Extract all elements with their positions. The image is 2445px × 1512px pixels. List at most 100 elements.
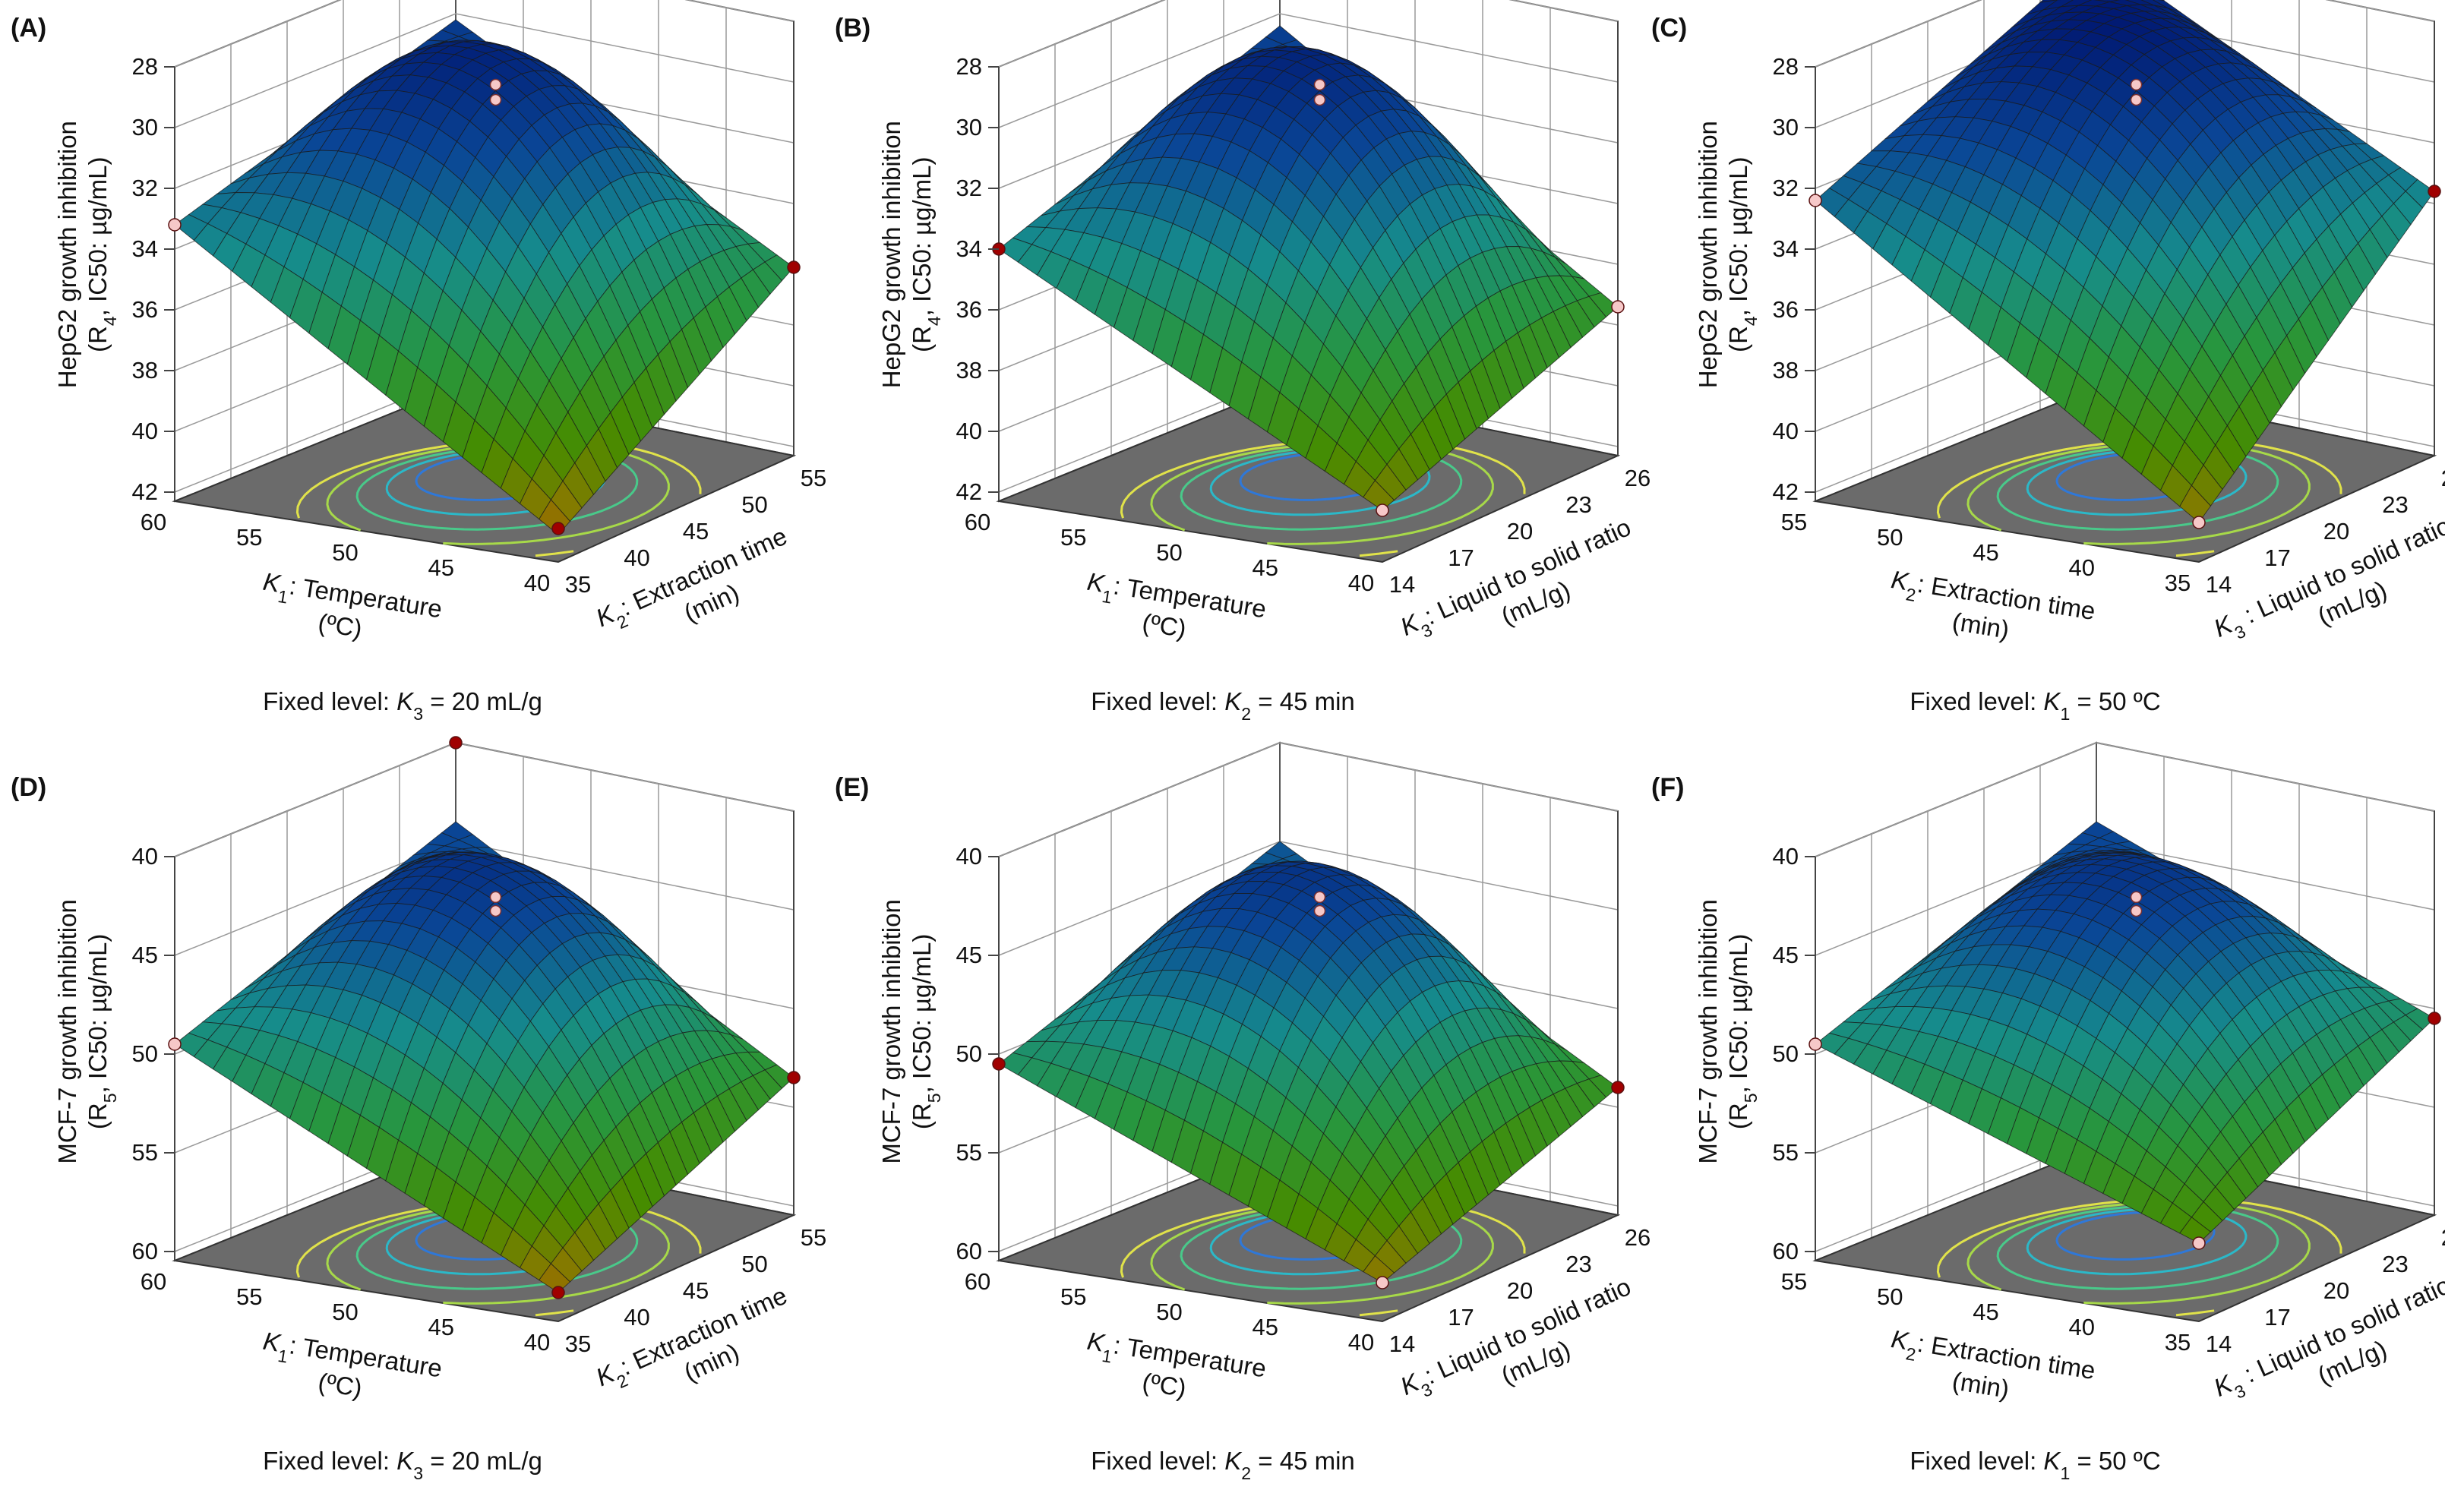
- y-tick-label: 35: [565, 1330, 591, 1357]
- x-tick-label: 50: [1877, 524, 1903, 551]
- z-tick-label: 34: [1773, 235, 1799, 262]
- box-edges: [1815, 21, 2435, 501]
- contour-line: [1966, 1201, 2311, 1305]
- wall-gridline: [1815, 0, 2435, 68]
- z-tick-label: 40: [956, 418, 982, 444]
- y-tick-label: 50: [741, 491, 767, 518]
- x-axis: 60 55 50 45 40: [965, 509, 1374, 596]
- z-tick-label: 40: [1773, 843, 1799, 870]
- y-tick-label: 50: [741, 1251, 767, 1277]
- design-point: [1313, 891, 1326, 904]
- z-axis-title: HepG2 growth inhibition: [53, 121, 81, 388]
- x-tick-label: 55: [1781, 509, 1807, 535]
- response-surface: [1815, 821, 2435, 1244]
- design-point: [787, 1071, 801, 1084]
- box-edges: [174, 21, 794, 501]
- design-point: [787, 260, 801, 274]
- panel-label: (F): [1651, 773, 1684, 802]
- z-tick-label: 32: [1773, 175, 1799, 201]
- fixed-level-caption: Fixed level: K2 = 45 min: [1091, 1447, 1355, 1483]
- design-point: [489, 904, 502, 917]
- response-surface: [174, 19, 794, 535]
- design-point: [489, 93, 502, 106]
- panel-label: (D): [11, 773, 46, 802]
- z-tick-label: 55: [1773, 1139, 1799, 1166]
- x-axis-label: K2: Extraction time(min): [1889, 1324, 2097, 1403]
- y-tick-label: 14: [2206, 571, 2232, 598]
- x-axis: 55 50 45 40 35: [1781, 1268, 2191, 1356]
- design-point: [2428, 1012, 2441, 1025]
- z-axis-title: MCF-7 growth inhibition: [53, 899, 81, 1163]
- z-tick-label: 45: [956, 942, 982, 968]
- y-tick-label: 26: [2441, 465, 2445, 491]
- y-axis: 14 17 20 23 26: [2206, 1224, 2445, 1357]
- x-tick-label: 55: [236, 1283, 262, 1310]
- panel-label: (B): [835, 14, 870, 43]
- x-tick-label: 40: [524, 570, 550, 596]
- z-tick-label: 60: [1773, 1238, 1799, 1264]
- y-tick-label: 40: [624, 545, 649, 571]
- y-tick-label: 17: [2264, 545, 2290, 571]
- z-tick-label: 40: [956, 843, 982, 870]
- chart-panel-E: 40 45 50 55 60 MCF-7 growth inhibition (R5, IC…: [835, 741, 1651, 1483]
- design-point: [1808, 1037, 1822, 1051]
- z-tick-label: 32: [956, 175, 982, 201]
- x-axis-label: K1: Temperature(ºC): [1085, 567, 1268, 643]
- x-tick-label: 55: [1781, 1268, 1807, 1295]
- z-axis-label: HepG2 growth inhibition (R4, IC50: µg/mL): [877, 121, 944, 388]
- design-point: [2192, 1236, 2206, 1250]
- response-surface: [998, 25, 1619, 511]
- y-axis: 14 17 20 23 26: [1389, 1224, 1651, 1357]
- design-points: [168, 736, 801, 1299]
- z-axis: 28 30 32 34 36 38 40 42: [956, 53, 999, 505]
- design-points: [168, 78, 801, 535]
- z-axis-label: MCF-7 growth inhibition (R5, IC50: µg/mL): [877, 899, 944, 1163]
- x-tick-label: 55: [1060, 524, 1086, 551]
- x-tick-label: 55: [236, 524, 262, 551]
- z-tick-label: 28: [956, 53, 982, 80]
- x-axis: 60 55 50 45 40: [965, 1268, 1374, 1356]
- z-axis-subtitle: (R4, IC50: µg/mL): [1724, 156, 1761, 352]
- z-axis-subtitle: (R4, IC50: µg/mL): [84, 156, 120, 352]
- response-surface: [998, 841, 1619, 1283]
- z-tick-label: 28: [132, 53, 158, 80]
- design-points: [992, 891, 1625, 1289]
- fixed-level-caption: Fixed level: K2 = 45 min: [1091, 687, 1355, 724]
- x-tick-label: 55: [1060, 1283, 1086, 1310]
- y-tick-label: 20: [2323, 1277, 2349, 1304]
- y-tick-label: 55: [801, 1224, 826, 1251]
- design-point: [551, 1286, 565, 1299]
- z-axis-subtitle: (R4, IC50: µg/mL): [908, 156, 944, 352]
- x-tick-label: 35: [2165, 1329, 2191, 1356]
- response-surface: [174, 821, 794, 1293]
- z-axis-title: HepG2 growth inhibition: [877, 121, 905, 388]
- fixed-level-caption: Fixed level: K1 = 50 ºC: [1910, 1447, 2160, 1483]
- z-tick-label: 40: [1773, 418, 1799, 444]
- y-tick-label: 23: [2382, 491, 2408, 518]
- y-tick-label: 20: [1507, 518, 1533, 545]
- fixed-level-caption: Fixed level: K3 = 20 mL/g: [263, 1447, 542, 1483]
- z-tick-label: 40: [132, 843, 158, 870]
- x-tick-label: 40: [524, 1329, 550, 1356]
- z-tick-label: 30: [132, 114, 158, 140]
- z-tick-label: 36: [956, 296, 982, 323]
- x-tick-label: 45: [1253, 1314, 1278, 1340]
- wall-gridline: [174, 0, 794, 68]
- x-tick-label: 40: [1348, 570, 1374, 596]
- design-point: [489, 78, 502, 91]
- y-tick-label: 26: [2441, 1224, 2445, 1251]
- box-edges: [998, 21, 1619, 501]
- x-axis: 60 55 50 45 40: [141, 1268, 550, 1356]
- y-axis: 35 40 45 50 55: [565, 465, 826, 598]
- x-tick-label: 40: [2069, 554, 2095, 581]
- z-tick-label: 30: [1773, 114, 1799, 140]
- chart-panel-F: 40 45 50 55 60 MCF-7 growth inhibition (R5, IC…: [1651, 741, 2445, 1483]
- surface-patch: [2039, 0, 2058, 3]
- x-axis-label: K1: Temperature(ºC): [261, 567, 444, 643]
- design-point: [168, 218, 182, 232]
- z-axis: 28 30 32 34 36 38 40 42: [1773, 53, 1815, 505]
- z-axis-title: MCF-7 growth inhibition: [1694, 899, 1722, 1163]
- z-axis-subtitle: (R5, IC50: µg/mL): [1724, 934, 1761, 1129]
